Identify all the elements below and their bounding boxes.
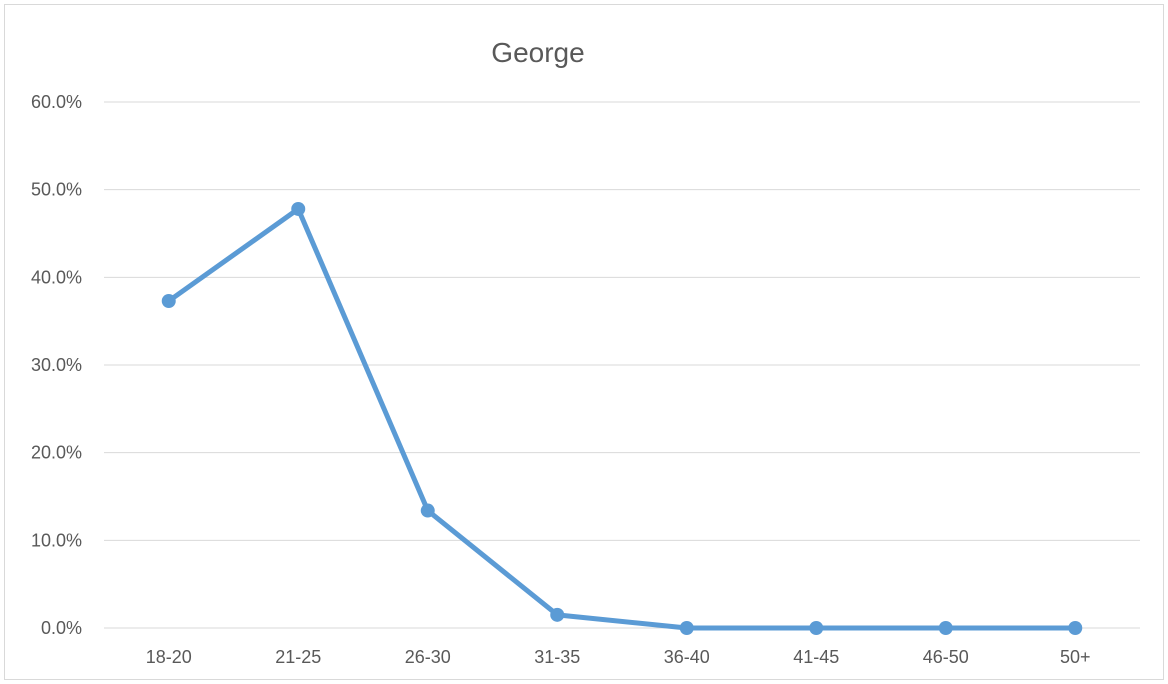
y-tick-label: 40.0% [31,267,82,287]
data-point [161,294,176,309]
data-point [420,503,435,518]
chart-frame [4,4,1164,680]
x-tick-label: 18-20 [146,647,192,667]
y-tick-label: 60.0% [31,92,82,112]
x-tick-label: 50+ [1060,647,1091,667]
x-tick-label: 21-25 [275,647,321,667]
y-tick-label: 10.0% [31,530,82,550]
y-tick-label: 30.0% [31,355,82,375]
data-point [809,621,824,635]
data-point [550,607,565,622]
data-point [679,621,694,635]
data-point [1068,621,1083,635]
y-tick-label: 50.0% [31,180,82,200]
data-point [938,621,953,635]
x-tick-label: 36-40 [664,647,710,667]
x-axis: 18-20 21-25 26-30 31-35 36-40 41-45 46-50 50+ [146,647,1091,667]
gridlines [104,101,1140,629]
x-tick-label: 31-35 [534,647,580,667]
y-tick-label: 20.0% [31,443,82,463]
data-point [291,201,306,216]
x-tick-label: 41-45 [793,647,839,667]
x-tick-label: 26-30 [405,647,451,667]
series-line [166,206,1078,631]
y-axis: 0.0% 10.0% 20.0% 30.0% 40.0% 50.0% 60.0% [31,92,82,638]
x-tick-label: 46-50 [923,647,969,667]
series-group [161,201,1083,635]
y-tick-label: 0.0% [41,618,82,638]
chart-title: George [491,37,584,68]
